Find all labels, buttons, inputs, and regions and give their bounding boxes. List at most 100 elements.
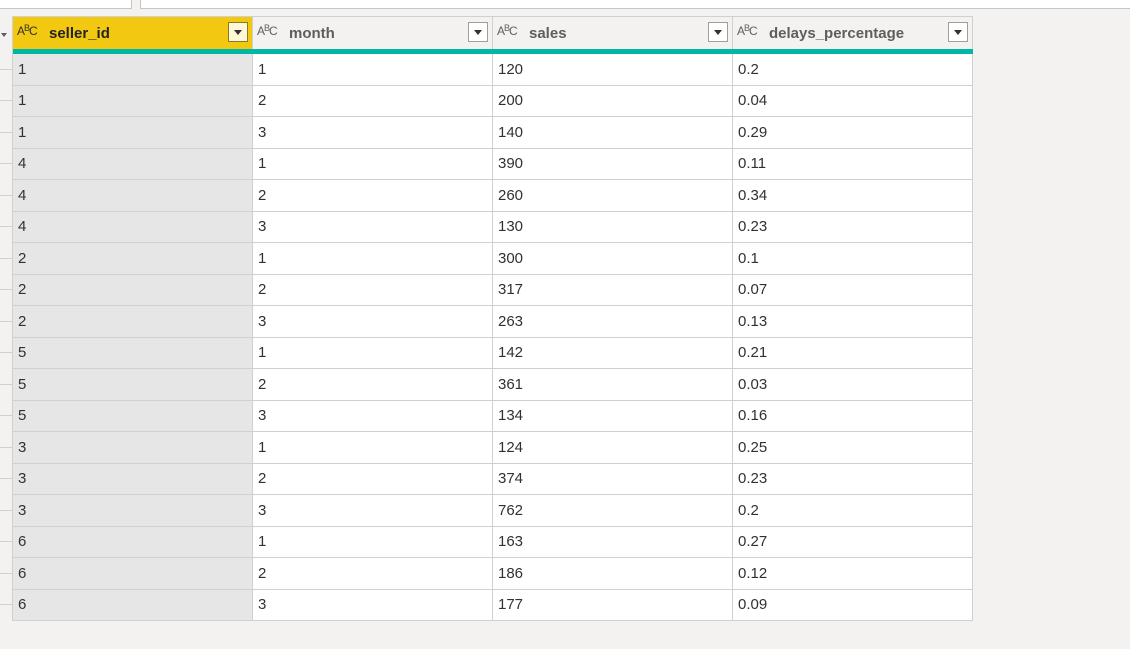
text-type-icon[interactable]: ABC: [257, 23, 278, 38]
table-cell-sales[interactable]: 762: [493, 495, 733, 527]
table-row[interactable]: 4 3 130 0.23: [13, 211, 973, 243]
table-cell-delays-percentage[interactable]: 0.13: [733, 306, 973, 338]
table-cell-month[interactable]: 1: [253, 337, 493, 369]
table-cell-seller-id[interactable]: 4: [13, 180, 253, 212]
table-cell-delays-percentage[interactable]: 0.12: [733, 558, 973, 590]
filter-dropdown-button[interactable]: [468, 22, 488, 42]
table-cell-month[interactable]: 1: [253, 432, 493, 464]
column-header-delays-percentage[interactable]: ABC delays_percentage: [733, 17, 973, 49]
table-cell-month[interactable]: 3: [253, 400, 493, 432]
table-cell-seller-id[interactable]: 4: [13, 148, 253, 180]
table-cell-delays-percentage[interactable]: 0.23: [733, 211, 973, 243]
table-cell-seller-id[interactable]: 6: [13, 589, 253, 621]
table-cell-sales[interactable]: 140: [493, 117, 733, 149]
table-cell-delays-percentage[interactable]: 0.11: [733, 148, 973, 180]
table-cell-sales[interactable]: 361: [493, 369, 733, 401]
table-cell-month[interactable]: 3: [253, 589, 493, 621]
filter-dropdown-button[interactable]: [708, 22, 728, 42]
text-type-icon[interactable]: ABC: [737, 23, 758, 38]
table-cell-seller-id[interactable]: 6: [13, 526, 253, 558]
table-cell-month[interactable]: 1: [253, 243, 493, 275]
filter-dropdown-button[interactable]: [948, 22, 968, 42]
table-cell-sales[interactable]: 260: [493, 180, 733, 212]
table-cell-seller-id[interactable]: 3: [13, 432, 253, 464]
table-cell-seller-id[interactable]: 1: [13, 85, 253, 117]
table-cell-sales[interactable]: 186: [493, 558, 733, 590]
table-cell-month[interactable]: 3: [253, 117, 493, 149]
table-row[interactable]: 2 1 300 0.1: [13, 243, 973, 275]
table-cell-delays-percentage[interactable]: 0.29: [733, 117, 973, 149]
table-cell-delays-percentage[interactable]: 0.04: [733, 85, 973, 117]
table-cell-delays-percentage[interactable]: 0.2: [733, 495, 973, 527]
table-cell-seller-id[interactable]: 1: [13, 117, 253, 149]
table-cell-sales[interactable]: 134: [493, 400, 733, 432]
table-row[interactable]: 5 1 142 0.21: [13, 337, 973, 369]
table-cell-sales[interactable]: 142: [493, 337, 733, 369]
table-cell-seller-id[interactable]: 2: [13, 274, 253, 306]
table-cell-sales[interactable]: 120: [493, 54, 733, 86]
table-cell-sales[interactable]: 163: [493, 526, 733, 558]
table-cell-delays-percentage[interactable]: 0.09: [733, 589, 973, 621]
table-row[interactable]: 4 1 390 0.11: [13, 148, 973, 180]
table-row[interactable]: 4 2 260 0.34: [13, 180, 973, 212]
table-cell-sales[interactable]: 390: [493, 148, 733, 180]
table-cell-delays-percentage[interactable]: 0.23: [733, 463, 973, 495]
table-cell-seller-id[interactable]: 5: [13, 369, 253, 401]
table-row[interactable]: 5 2 361 0.03: [13, 369, 973, 401]
table-cell-month[interactable]: 2: [253, 274, 493, 306]
table-row[interactable]: 3 3 762 0.2: [13, 495, 973, 527]
table-cell-delays-percentage[interactable]: 0.25: [733, 432, 973, 464]
table-cell-sales[interactable]: 317: [493, 274, 733, 306]
table-cell-sales[interactable]: 124: [493, 432, 733, 464]
table-cell-seller-id[interactable]: 1: [13, 54, 253, 86]
table-cell-sales[interactable]: 300: [493, 243, 733, 275]
corner-menu-icon[interactable]: [1, 33, 7, 37]
table-cell-month[interactable]: 2: [253, 180, 493, 212]
table-cell-month[interactable]: 3: [253, 211, 493, 243]
table-cell-seller-id[interactable]: 2: [13, 243, 253, 275]
table-row[interactable]: 1 1 120 0.2: [13, 54, 973, 86]
column-header-sales[interactable]: ABC sales: [493, 17, 733, 49]
text-type-icon[interactable]: ABC: [497, 23, 518, 38]
table-cell-seller-id[interactable]: 6: [13, 558, 253, 590]
table-row[interactable]: 2 2 317 0.07: [13, 274, 973, 306]
table-cell-sales[interactable]: 263: [493, 306, 733, 338]
table-row[interactable]: 1 2 200 0.04: [13, 85, 973, 117]
table-cell-month[interactable]: 3: [253, 306, 493, 338]
table-cell-month[interactable]: 1: [253, 54, 493, 86]
formula-bar-left[interactable]: [0, 0, 132, 9]
table-row[interactable]: 3 2 374 0.23: [13, 463, 973, 495]
table-row[interactable]: 2 3 263 0.13: [13, 306, 973, 338]
table-cell-delays-percentage[interactable]: 0.16: [733, 400, 973, 432]
table-cell-delays-percentage[interactable]: 0.34: [733, 180, 973, 212]
table-cell-seller-id[interactable]: 4: [13, 211, 253, 243]
filter-dropdown-button[interactable]: [228, 22, 248, 42]
table-cell-month[interactable]: 2: [253, 85, 493, 117]
table-cell-sales[interactable]: 200: [493, 85, 733, 117]
column-header-month[interactable]: ABC month: [253, 17, 493, 49]
table-cell-month[interactable]: 2: [253, 463, 493, 495]
table-cell-seller-id[interactable]: 5: [13, 337, 253, 369]
table-cell-delays-percentage[interactable]: 0.07: [733, 274, 973, 306]
table-cell-sales[interactable]: 374: [493, 463, 733, 495]
table-row[interactable]: 1 3 140 0.29: [13, 117, 973, 149]
formula-bar[interactable]: [140, 0, 1130, 9]
text-type-icon[interactable]: ABC: [17, 23, 38, 38]
table-cell-month[interactable]: 1: [253, 148, 493, 180]
table-cell-seller-id[interactable]: 3: [13, 495, 253, 527]
table-cell-month[interactable]: 1: [253, 526, 493, 558]
column-header-seller-id[interactable]: ABC seller_id: [13, 17, 253, 49]
table-cell-seller-id[interactable]: 5: [13, 400, 253, 432]
table-cell-delays-percentage[interactable]: 0.03: [733, 369, 973, 401]
table-cell-month[interactable]: 2: [253, 369, 493, 401]
table-row[interactable]: 5 3 134 0.16: [13, 400, 973, 432]
table-cell-delays-percentage[interactable]: 0.21: [733, 337, 973, 369]
table-cell-delays-percentage[interactable]: 0.2: [733, 54, 973, 86]
table-cell-sales[interactable]: 130: [493, 211, 733, 243]
table-cell-month[interactable]: 2: [253, 558, 493, 590]
table-cell-delays-percentage[interactable]: 0.27: [733, 526, 973, 558]
table-row[interactable]: 3 1 124 0.25: [13, 432, 973, 464]
table-cell-seller-id[interactable]: 3: [13, 463, 253, 495]
table-row[interactable]: 6 1 163 0.27: [13, 526, 973, 558]
table-cell-month[interactable]: 3: [253, 495, 493, 527]
